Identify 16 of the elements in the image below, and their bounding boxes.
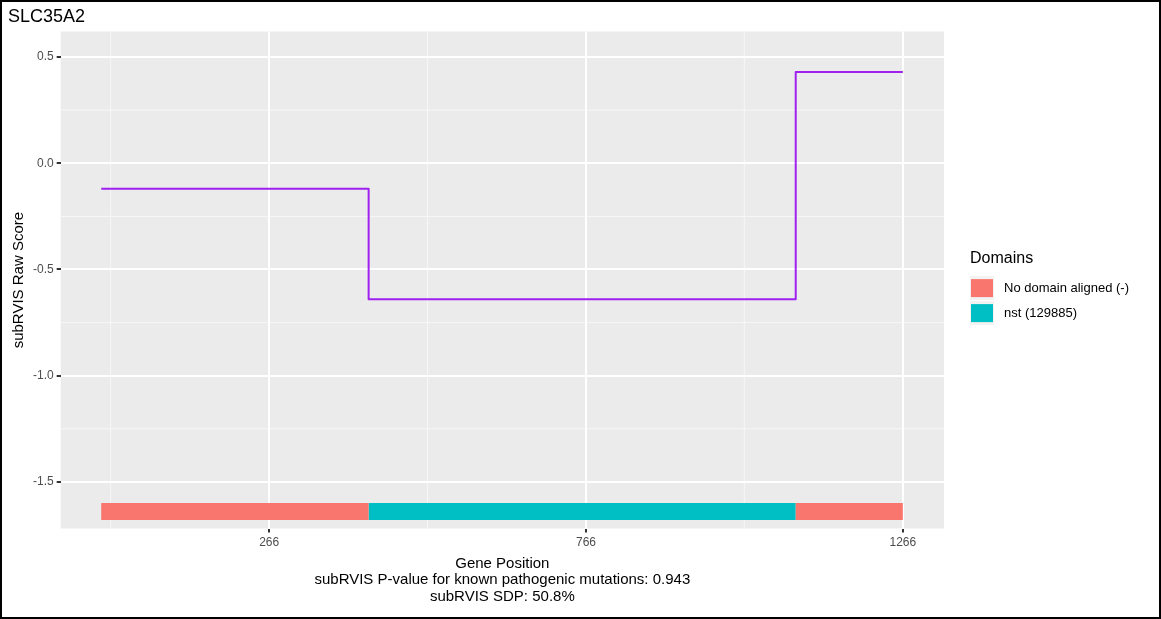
x-axis-title: Gene Position [455, 554, 550, 572]
legend-title: Domains [970, 248, 1034, 266]
y-tick-label: -0.5 [32, 261, 54, 276]
y-tick-label: 0.0 [36, 155, 54, 170]
x-tick-label: 1266 [889, 535, 917, 550]
legend-label: nst (129885) [1004, 304, 1077, 320]
y-tick-label: -1.0 [32, 367, 54, 382]
legend-label: No domain aligned (-) [1004, 279, 1130, 295]
y-tick-label: -1.5 [32, 474, 54, 489]
x-tick-label: 266 [259, 535, 280, 550]
text: subRVIS P-value for known pathogenic mutations: 0.943 [314, 570, 691, 588]
x-tick-label: 766 [575, 535, 597, 550]
y-tick-label: 0.5 [36, 49, 54, 64]
text: subRVIS SDP: 50.8% [429, 587, 575, 605]
chart-title: SLC35A2 [8, 5, 86, 26]
y-axis-title: subRVIS Raw Score [9, 211, 27, 349]
